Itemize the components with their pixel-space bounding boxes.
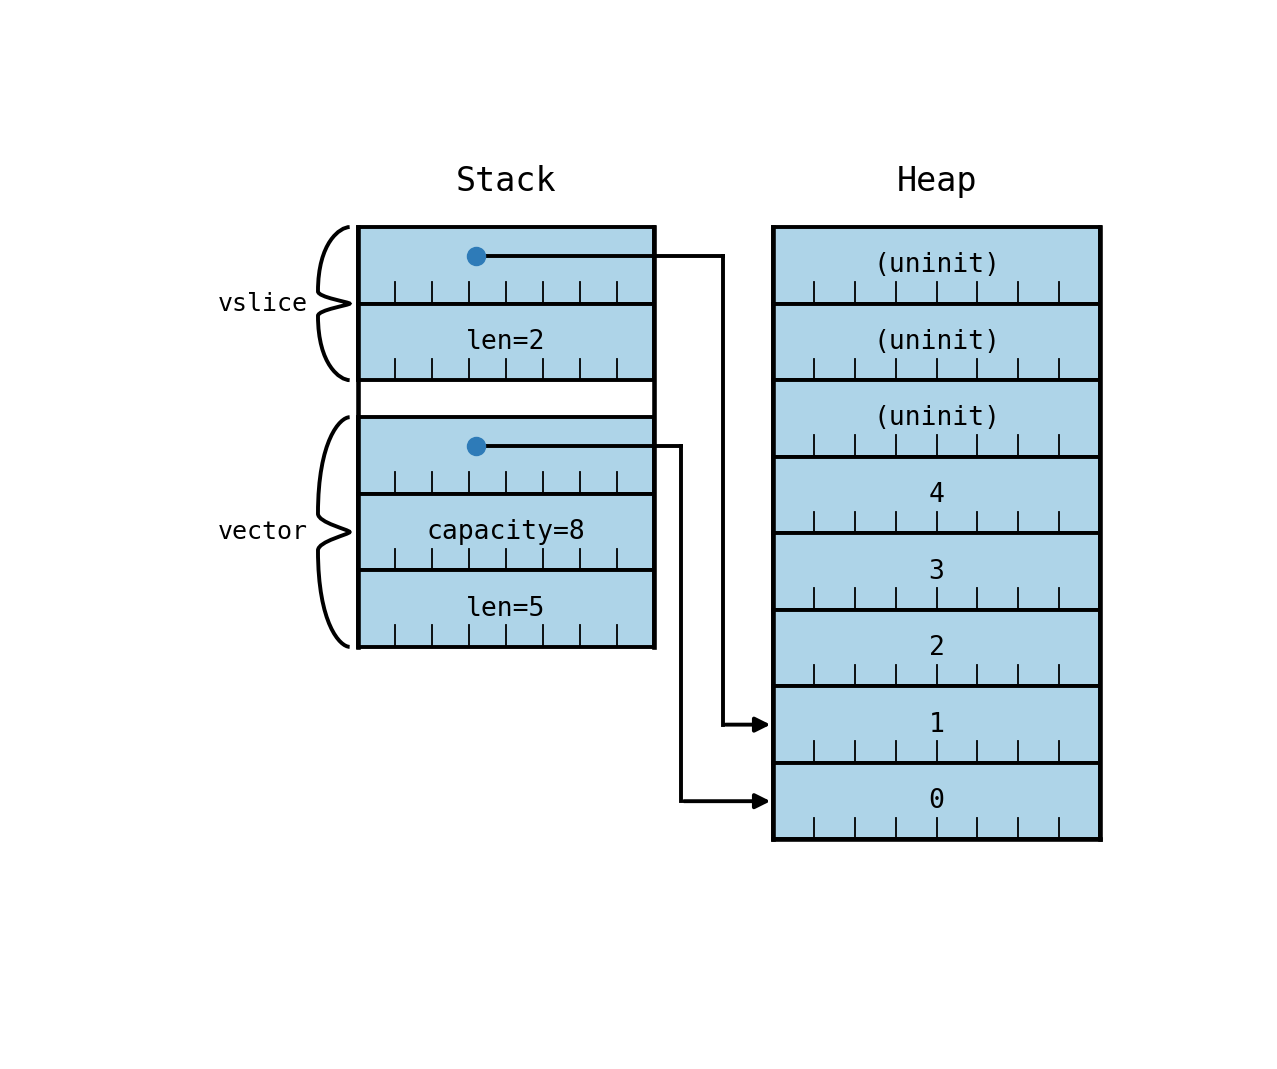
Bar — [773, 456, 1099, 533]
Bar — [358, 227, 654, 304]
Text: (uninit): (uninit) — [873, 329, 1000, 355]
Bar — [773, 304, 1099, 381]
Text: 1: 1 — [928, 712, 945, 738]
Text: 0: 0 — [928, 788, 945, 815]
Text: len=2: len=2 — [466, 329, 545, 355]
Bar — [358, 417, 654, 494]
Text: vector: vector — [218, 520, 308, 544]
Bar — [358, 304, 654, 381]
Bar — [773, 533, 1099, 609]
Text: capacity=8: capacity=8 — [427, 520, 585, 545]
Bar — [773, 686, 1099, 763]
Bar — [773, 227, 1099, 304]
Text: 3: 3 — [928, 558, 945, 585]
Bar — [773, 763, 1099, 839]
Text: (uninit): (uninit) — [873, 252, 1000, 278]
Bar — [773, 381, 1099, 456]
Bar — [358, 494, 654, 570]
Text: len=5: len=5 — [466, 595, 545, 621]
Text: vslice: vslice — [218, 292, 308, 315]
Text: Heap: Heap — [896, 166, 977, 198]
Text: 2: 2 — [928, 635, 945, 661]
Text: 4: 4 — [928, 482, 945, 508]
Bar — [358, 570, 654, 647]
Text: Stack: Stack — [456, 166, 557, 198]
Text: (uninit): (uninit) — [873, 405, 1000, 432]
Bar — [773, 609, 1099, 686]
